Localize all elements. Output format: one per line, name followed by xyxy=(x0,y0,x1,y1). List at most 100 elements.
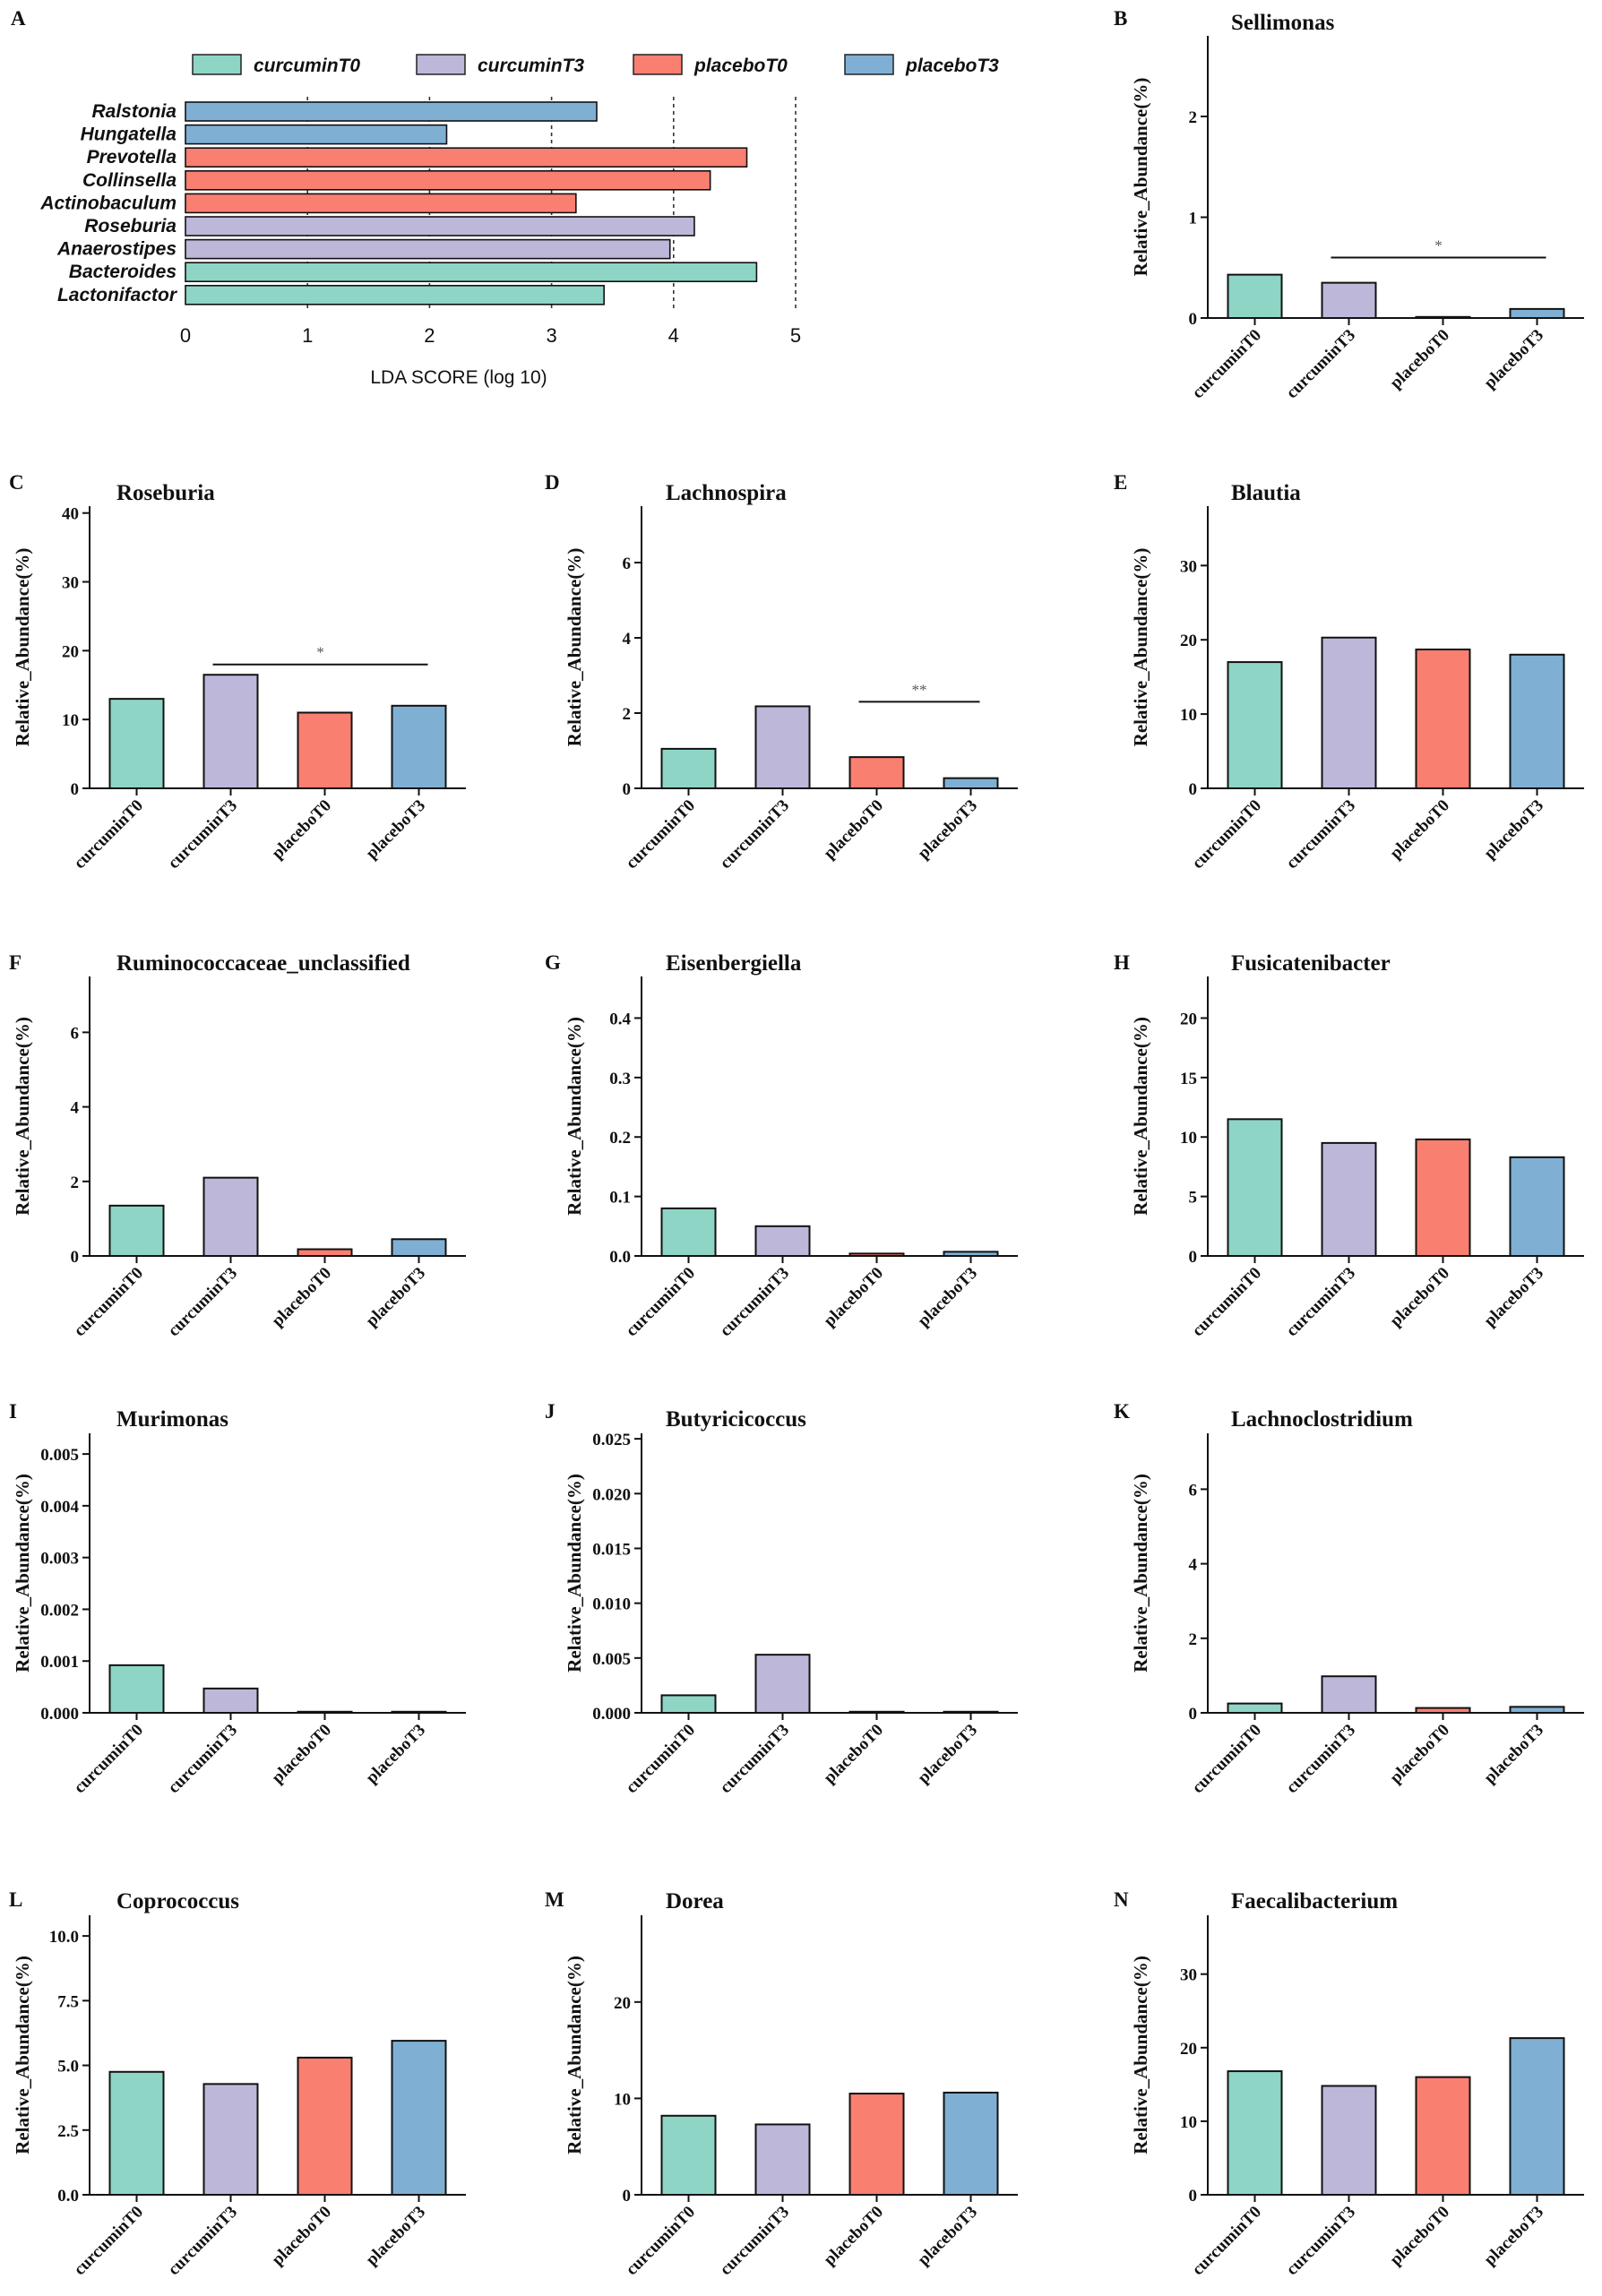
y-axis-label: Relative_Abundance(%) xyxy=(1130,1474,1151,1673)
y-tick-label: 0.4 xyxy=(609,1010,631,1028)
bar-curcumint0 xyxy=(108,698,165,789)
y-axis-label: Relative_Abundance(%) xyxy=(1130,78,1151,277)
panel-n-chart: N Faecalibacterium 0 10 20 30 Relative_Abundan… xyxy=(1114,1888,1584,2279)
panel-j-chart: J Butyricicoccus 0.000 0.005 0.010 0.015 0.020… xyxy=(545,1400,1018,1797)
bar-placebot3 xyxy=(943,2091,999,2197)
y-tick-label: 2 xyxy=(1189,1630,1198,1649)
panel-letter-a: A xyxy=(11,7,26,30)
y-tick-label: 0 xyxy=(1189,780,1198,799)
x-tick-label: curcuminT0 xyxy=(71,1264,148,1341)
bar-curcumint3 xyxy=(1321,281,1377,319)
bar-curcumint3 xyxy=(202,1176,259,1258)
x-tick-label: placeboT3 xyxy=(362,1721,429,1788)
legend-label-placeboT0: placeboT0 xyxy=(693,56,788,76)
x-tick-label: placeboT3 xyxy=(1480,796,1547,864)
panel-e-chart: E Blautia 0 10 20 30 Relative_Abundance(%)curc… xyxy=(1114,471,1584,873)
y-tick-label: 0.0 xyxy=(57,2187,79,2206)
x-tick-label: curcuminT0 xyxy=(623,796,700,873)
x-tick-label: curcuminT3 xyxy=(717,1264,794,1341)
lda-taxon-label: Prevotella xyxy=(87,147,177,168)
x-tick-label: curcuminT3 xyxy=(165,2203,242,2280)
bar-curcumint0 xyxy=(660,1694,717,1715)
legend-swatch-placeboT0 xyxy=(633,54,683,75)
panel-title: Lachnospira xyxy=(666,481,787,505)
legend-label-placeboT3: placeboT3 xyxy=(905,56,999,76)
x-tick-label: curcuminT3 xyxy=(1283,2203,1360,2280)
legend-swatch-curcuminT0 xyxy=(192,54,242,75)
legend-label-curcuminT3: curcuminT3 xyxy=(478,56,584,76)
x-tick-label: curcuminT3 xyxy=(165,1264,242,1341)
bar-placebot0 xyxy=(848,1710,905,1715)
y-axis-label: Relative_Abundance(%) xyxy=(564,1474,585,1673)
bar-placebot0 xyxy=(297,1710,353,1715)
bar-curcumint0 xyxy=(108,1204,165,1257)
lda-bar-roseburia xyxy=(185,216,695,236)
bar-curcumint0 xyxy=(108,2070,165,2197)
y-tick-label: 0 xyxy=(71,780,80,799)
y-axis-label: Relative_Abundance(%) xyxy=(12,1956,33,2154)
x-tick-label: curcuminT3 xyxy=(717,796,794,873)
x-tick-label: placeboT3 xyxy=(1480,326,1547,393)
x-tick-label: placeboT3 xyxy=(1480,2203,1547,2270)
y-tick-label: 0 xyxy=(1189,1248,1198,1267)
x-tick-label: placeboT0 xyxy=(820,2203,887,2270)
x-tick-label: placeboT0 xyxy=(820,1264,887,1331)
x-tick-label: placeboT0 xyxy=(1386,1721,1453,1788)
lda-taxon-label: Collinsella xyxy=(82,170,177,191)
panel-m-chart: M Dorea 0 10 20 Relative_Abundance(%) curcumin… xyxy=(545,1888,1018,2279)
bar-placebot3 xyxy=(1509,653,1565,790)
bar-placebot0 xyxy=(848,2093,905,2196)
panel-letter-b: B xyxy=(1114,7,1127,30)
bar-placebot0 xyxy=(848,756,905,790)
y-tick-label: 0.3 xyxy=(609,1070,631,1088)
panel-letter-g: G xyxy=(545,951,561,974)
y-tick-label: 4 xyxy=(1189,1556,1198,1575)
bar-placebot0 xyxy=(1415,315,1471,319)
bar-curcumint3 xyxy=(1321,636,1377,790)
lda-taxon-label: Anaerostipes xyxy=(56,239,177,260)
x-tick-label: curcuminT3 xyxy=(717,1721,794,1798)
x-tick-label: placeboT3 xyxy=(362,2203,429,2270)
bar-curcumint3 xyxy=(202,1687,259,1715)
x-tick-label: curcuminT3 xyxy=(717,2203,794,2280)
panel-l-chart: L Coprococcus 0.0 2.5 5.0 7.5 10.0 Relative_Abu… xyxy=(9,1888,466,2279)
y-tick-label: 10 xyxy=(1180,706,1197,725)
panel-g-chart: G Eisenbergiella 0.0 0.1 0.2 0.3 0.4 Relative_A… xyxy=(545,951,1018,1340)
lda-taxon-label: Lactonifactor xyxy=(57,285,178,305)
lda-x-tick-label: 0 xyxy=(180,324,191,347)
bar-placebot0 xyxy=(297,711,353,789)
y-tick-label: 20 xyxy=(1180,1010,1197,1028)
lda-bar-lactonifactor xyxy=(185,284,605,305)
y-tick-label: 6 xyxy=(71,1024,80,1043)
bar-placebot3 xyxy=(1509,1706,1565,1714)
x-tick-label: curcuminT0 xyxy=(1189,1721,1266,1798)
bar-curcumint3 xyxy=(754,2123,811,2197)
x-tick-label: placeboT0 xyxy=(1386,2203,1453,2270)
x-tick-label: placeboT0 xyxy=(820,1721,887,1788)
y-tick-label: 30 xyxy=(1180,1966,1197,1985)
panel-c-chart: C Roseburia 0 10 20 30 40 Relative_Abundance(%)… xyxy=(9,471,466,873)
x-tick-label: curcuminT0 xyxy=(1189,2203,1266,2280)
x-tick-label: curcuminT3 xyxy=(1283,1721,1360,1798)
x-tick-label: curcuminT0 xyxy=(1189,326,1266,403)
lda-bar-actinobaculum xyxy=(185,193,577,214)
x-tick-label: curcuminT3 xyxy=(1283,1264,1360,1341)
x-tick-label: curcuminT0 xyxy=(71,796,148,873)
panel-b-chart: B Sellimonas 0 1 2 Relative_Abundance(%)curcu… xyxy=(1114,7,1584,402)
y-axis-label: Relative_Abundance(%) xyxy=(1130,1017,1151,1216)
y-tick-label: 30 xyxy=(1180,557,1197,576)
bar-curcumint0 xyxy=(1227,1702,1283,1714)
bar-placebot3 xyxy=(391,1710,447,1715)
panel-title: Roseburia xyxy=(116,481,215,505)
y-tick-label: 0.005 xyxy=(40,1446,79,1465)
x-tick-label: placeboT3 xyxy=(914,1721,981,1788)
y-tick-label: 0 xyxy=(623,2187,632,2206)
panel-title: Ruminococcaceae_unclassified xyxy=(116,951,410,976)
lda-bar-anaerostipes xyxy=(185,238,671,260)
x-tick-label: curcuminT3 xyxy=(165,1721,242,1798)
bar-placebot0 xyxy=(1415,2076,1471,2197)
bar-curcumint3 xyxy=(1321,1141,1377,1257)
bar-placebot0 xyxy=(1415,1138,1471,1258)
panel-letter-c: C xyxy=(9,471,24,494)
legend-swatch-curcuminT3 xyxy=(416,54,466,75)
